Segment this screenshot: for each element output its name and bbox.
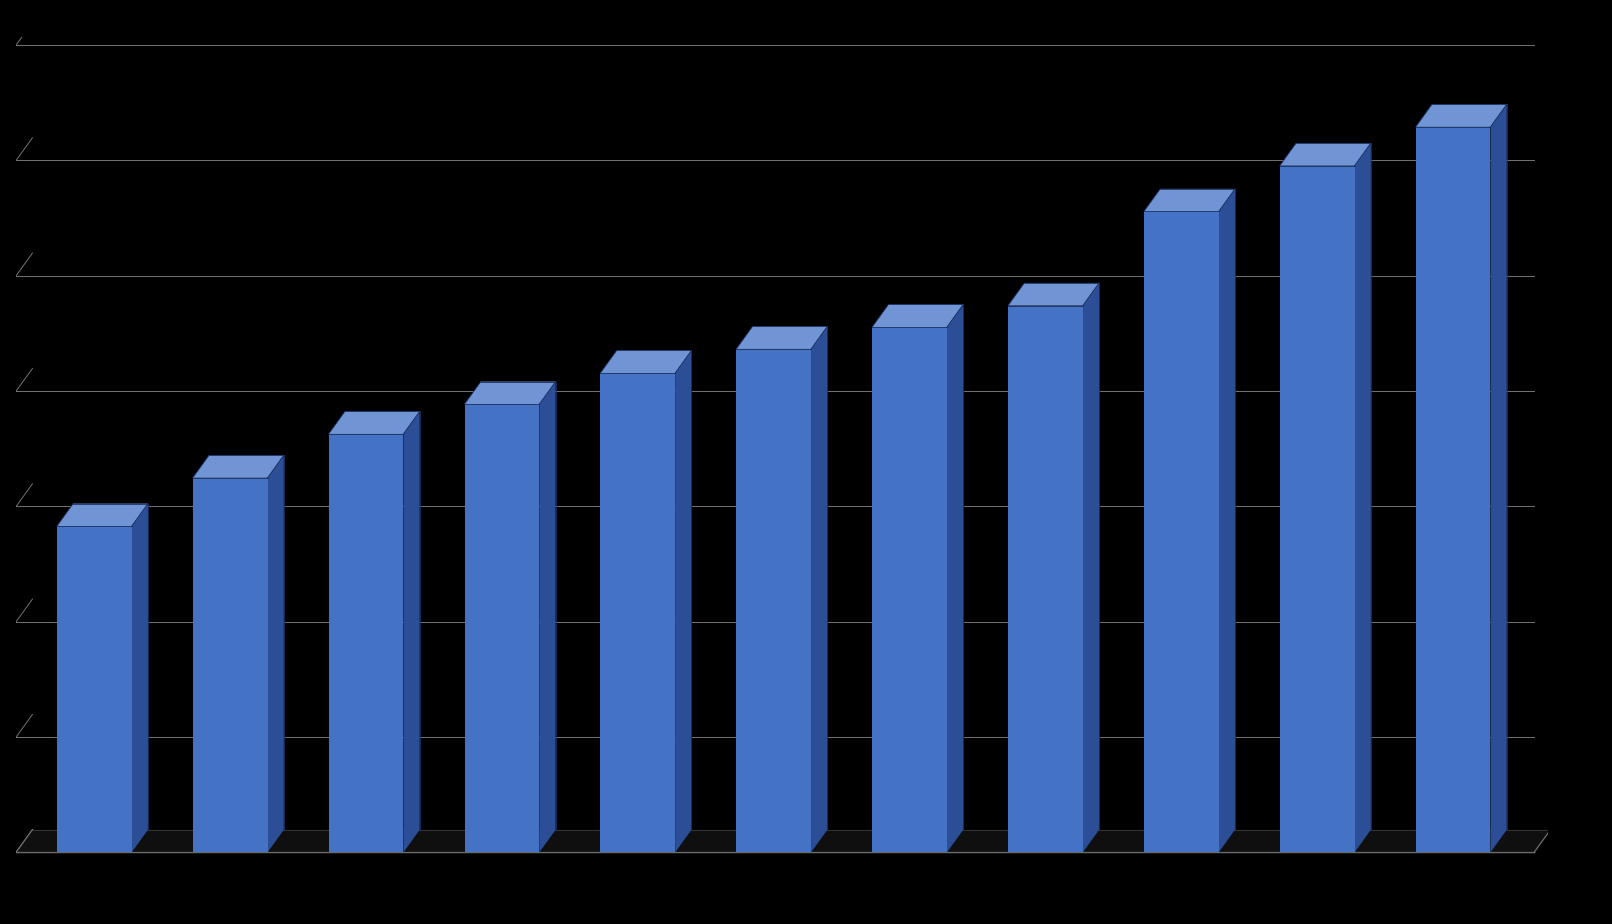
Polygon shape bbox=[1354, 143, 1370, 853]
Polygon shape bbox=[1145, 188, 1235, 212]
Polygon shape bbox=[16, 830, 1551, 853]
Polygon shape bbox=[675, 350, 692, 853]
Polygon shape bbox=[329, 411, 419, 434]
Polygon shape bbox=[737, 349, 811, 853]
Polygon shape bbox=[193, 478, 268, 853]
Polygon shape bbox=[600, 350, 692, 373]
Polygon shape bbox=[946, 304, 964, 853]
Polygon shape bbox=[1415, 127, 1491, 853]
Polygon shape bbox=[403, 411, 419, 853]
Polygon shape bbox=[464, 382, 556, 404]
Polygon shape bbox=[1219, 188, 1235, 853]
Polygon shape bbox=[464, 404, 540, 853]
Polygon shape bbox=[56, 504, 148, 526]
Polygon shape bbox=[1145, 212, 1219, 853]
Polygon shape bbox=[1280, 165, 1354, 853]
Polygon shape bbox=[132, 504, 148, 853]
Polygon shape bbox=[268, 456, 284, 853]
Polygon shape bbox=[540, 382, 556, 853]
Polygon shape bbox=[56, 526, 132, 853]
Polygon shape bbox=[600, 373, 675, 853]
Polygon shape bbox=[329, 434, 403, 853]
Polygon shape bbox=[1415, 104, 1507, 127]
Polygon shape bbox=[1491, 104, 1507, 853]
Polygon shape bbox=[872, 327, 946, 853]
Polygon shape bbox=[193, 456, 284, 478]
Polygon shape bbox=[1008, 306, 1083, 853]
Polygon shape bbox=[811, 326, 827, 853]
Polygon shape bbox=[872, 304, 964, 327]
Polygon shape bbox=[1280, 143, 1370, 165]
Polygon shape bbox=[1083, 283, 1099, 853]
Polygon shape bbox=[1008, 283, 1099, 306]
Polygon shape bbox=[737, 326, 827, 349]
